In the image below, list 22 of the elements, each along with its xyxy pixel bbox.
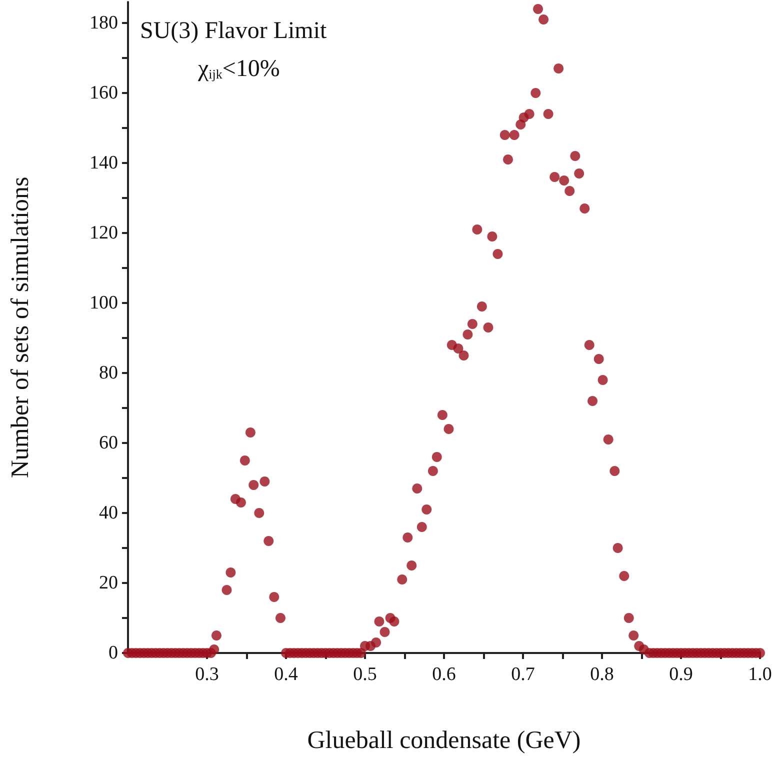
y-tick-label: 160: [90, 82, 118, 104]
x-tick-label: 0.8: [590, 664, 614, 685]
x-tick-label: 0.4: [274, 664, 298, 685]
y-tick-label: 80: [99, 362, 118, 384]
y-tick-label: 100: [90, 292, 118, 314]
y-tick-label: 20: [99, 572, 118, 594]
y-tick-label: 60: [99, 432, 118, 454]
y-tick-label: 40: [99, 502, 118, 524]
x-tick-label: 0.5: [353, 664, 377, 685]
x-tick-label: 0.7: [511, 664, 535, 685]
y-tick-label: 180: [90, 12, 118, 34]
x-tick-label: 0.9: [669, 664, 693, 685]
text: χijk<10%: [197, 56, 280, 82]
y-tick-label: 0: [108, 642, 118, 664]
x-axis-title: Glueball condensate (GeV): [307, 727, 581, 754]
x-tick-label: 1.0: [748, 664, 772, 685]
y-tick-label: 140: [90, 152, 118, 174]
x-tick-label: 0.6: [432, 664, 456, 685]
x-tick-label: 0.3: [195, 664, 219, 685]
text: SU(3) Flavor Limit: [140, 18, 327, 44]
y-axis-title: Number of sets of simulations: [7, 176, 34, 478]
y-tick-label: 120: [90, 222, 118, 244]
